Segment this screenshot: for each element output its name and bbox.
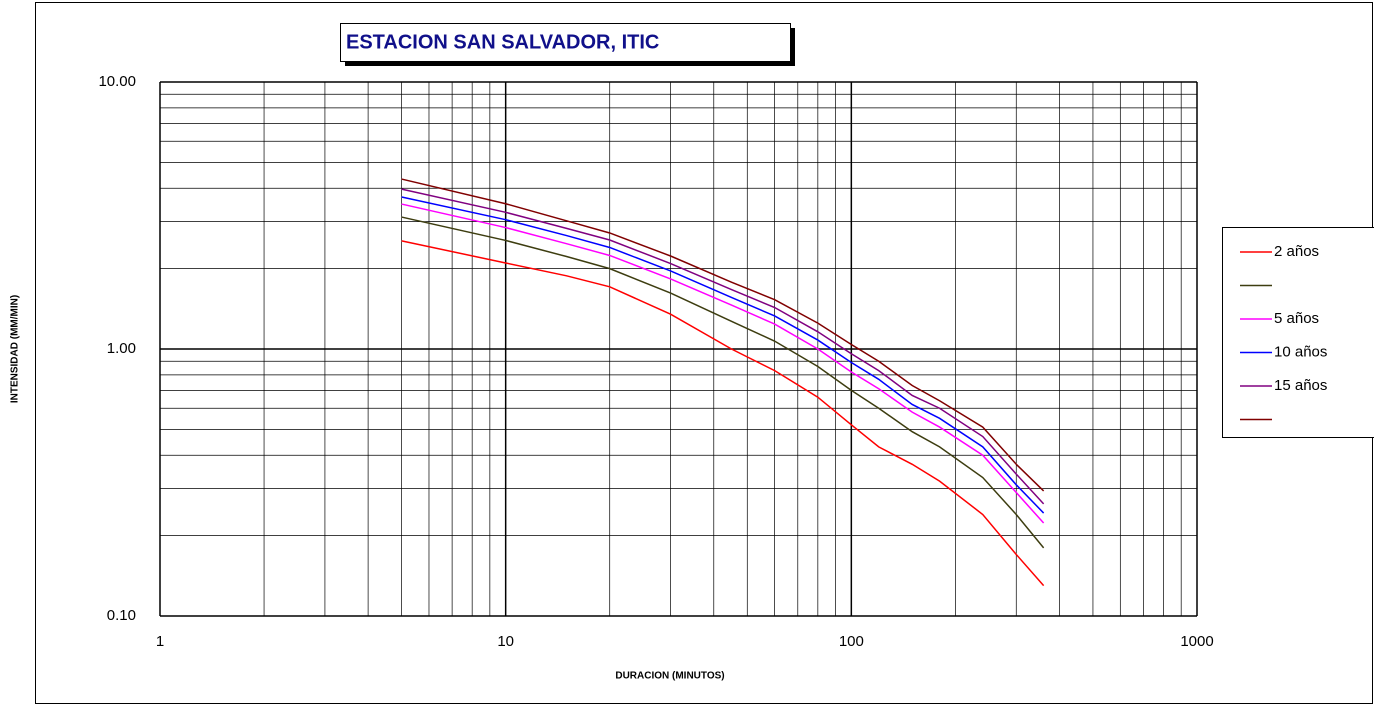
x-tick-label: 1000 [1180, 633, 1213, 650]
legend-label: 5 años [1274, 310, 1319, 327]
x-tick-label: 10 [497, 633, 514, 650]
x-tick-label: 1 [156, 633, 164, 650]
y-tick-label: 0.10 [107, 607, 136, 624]
legend-label: 2 años [1274, 243, 1319, 260]
x-tick-label: 100 [839, 633, 864, 650]
y-axis-label: INTENSIDAD (MM/MIN) [10, 295, 21, 403]
legend-label: 15 años [1274, 377, 1327, 394]
y-tick-label: 10.00 [98, 73, 136, 90]
legend-label: 10 años [1274, 343, 1327, 360]
y-tick-label: 1.00 [107, 340, 136, 357]
chart-title: ESTACION SAN SALVADOR, ITIC [346, 31, 659, 53]
x-axis-label: DURACION (MINUTOS) [615, 671, 724, 682]
